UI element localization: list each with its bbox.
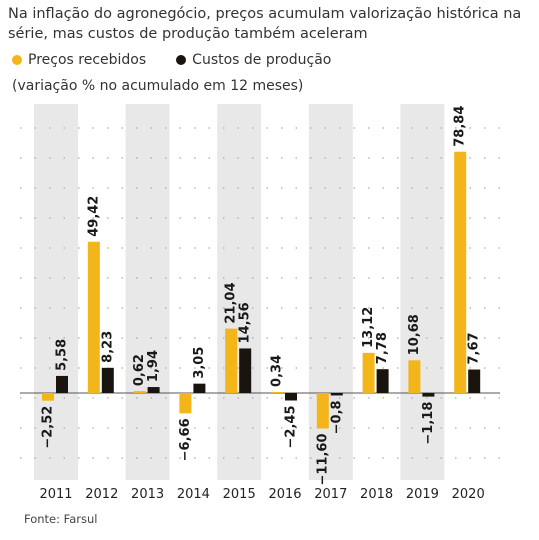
x-tick-2011: 2011 — [39, 487, 72, 502]
bar-received-2017 — [316, 393, 329, 429]
bar-received-2012 — [87, 241, 100, 393]
band-2019 — [400, 104, 445, 480]
bar-costs-2014 — [193, 383, 206, 393]
bar-received-2019 — [408, 360, 421, 393]
bar-costs-2017 — [330, 393, 343, 396]
data-label-costs-2014: 3,05 — [192, 347, 207, 379]
x-tick-2020: 2020 — [452, 487, 485, 502]
data-label-received-2015: 21,04 — [224, 282, 239, 323]
bar-costs-2013 — [147, 387, 160, 393]
bar-received-2020 — [454, 151, 467, 393]
data-label-costs-2017: −0,8 — [329, 400, 344, 434]
chart-title: Na inflação do agronegócio, preços acumu… — [8, 6, 522, 42]
data-label-costs-2020: 7,67 — [467, 332, 482, 364]
bar-costs-2020 — [468, 369, 481, 393]
legend-dot-costs — [176, 55, 187, 65]
band-2017 — [308, 104, 353, 480]
x-tick-2014: 2014 — [177, 487, 210, 502]
x-tick-2019: 2019 — [406, 487, 439, 502]
x-tick-2018: 2018 — [360, 487, 393, 502]
bar-costs-2015 — [239, 348, 252, 393]
data-label-received-2017: −11,60 — [315, 433, 330, 485]
x-tick-2013: 2013 — [131, 487, 164, 502]
x-tick-2015: 2015 — [223, 487, 256, 502]
bar-costs-2016 — [285, 393, 297, 401]
legend-item-costs: Custos de produção — [176, 52, 331, 68]
x-tick-2016: 2016 — [268, 487, 301, 502]
chart-subtitle: (variação % no acumulado em 12 meses) — [12, 78, 304, 94]
legend-label-received: Preços recebidos — [28, 52, 147, 68]
data-label-received-2013: 0,62 — [132, 354, 147, 386]
bar-received-2014 — [179, 393, 192, 414]
band-2013 — [125, 104, 170, 480]
band-2011 — [34, 104, 78, 480]
data-label-costs-2015: 14,56 — [238, 302, 253, 343]
data-label-received-2016: 0,34 — [270, 355, 285, 387]
x-tick-2012: 2012 — [85, 487, 118, 502]
legend-dot-received — [12, 55, 22, 65]
bar-costs-2012 — [101, 367, 114, 393]
bar-costs-2011 — [56, 375, 68, 393]
bar-received-2018 — [362, 352, 375, 393]
data-label-costs-2019: −1,18 — [421, 402, 436, 445]
legend: Preços recebidos Custos de produção — [12, 52, 361, 68]
x-tick-2017: 2017 — [314, 487, 347, 502]
data-label-received-2014: −6,66 — [178, 418, 193, 461]
data-label-costs-2011: 5,58 — [55, 339, 70, 371]
bar-costs-2019 — [422, 393, 435, 397]
data-label-received-2011: −2,52 — [41, 406, 56, 449]
bar-costs-2018 — [376, 369, 389, 393]
data-label-costs-2013: 1,94 — [146, 350, 161, 382]
data-label-received-2020: 78,84 — [453, 106, 468, 147]
bar-received-2013 — [133, 391, 146, 393]
bar-received-2016 — [271, 391, 283, 393]
bar-received-2015 — [225, 328, 238, 393]
data-label-costs-2016: −2,45 — [284, 405, 299, 448]
data-label-received-2019: 10,68 — [407, 314, 422, 355]
data-label-costs-2012: 8,23 — [100, 331, 115, 363]
data-label-received-2012: 49,42 — [86, 196, 101, 237]
legend-item-received: Preços recebidos — [12, 52, 146, 68]
data-label-costs-2018: 7,78 — [375, 332, 390, 364]
legend-label-costs: Custos de produção — [192, 52, 332, 68]
bar-received-2011 — [42, 393, 54, 401]
data-label-received-2018: 13,12 — [361, 307, 376, 348]
source-note: Fonte: Farsul — [24, 512, 98, 526]
band-2015 — [217, 104, 262, 480]
